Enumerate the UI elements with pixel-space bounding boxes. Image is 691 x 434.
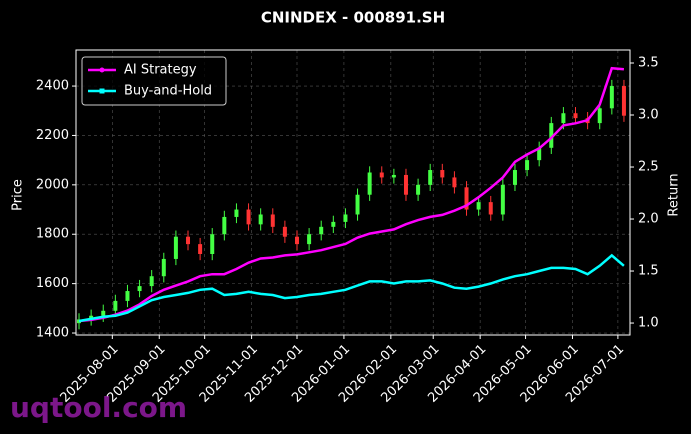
candle-body: [343, 214, 348, 222]
candle-body: [561, 113, 566, 124]
candle-body: [173, 236, 178, 259]
chart-title: CNINDEX - 000891.SH: [261, 9, 445, 27]
line-series: [78, 66, 625, 323]
candle-body: [549, 123, 554, 148]
watermark: uqtool.com: [10, 391, 187, 424]
candle-body: [270, 214, 275, 227]
legend-box: [81, 56, 227, 106]
y2-tick-label: 2.5: [638, 160, 659, 175]
y2-tick-label: 3.0: [638, 108, 659, 123]
candle-body: [149, 276, 154, 287]
candle-body: [113, 300, 118, 311]
candle-body: [609, 86, 614, 109]
candle-body: [186, 236, 191, 245]
candle-body: [294, 236, 299, 245]
candle-body: [488, 202, 493, 215]
candle-body: [319, 226, 324, 235]
candle-body: [512, 170, 517, 185]
candle-body: [367, 172, 372, 195]
candle-body: [137, 286, 142, 292]
candle-body: [416, 184, 421, 195]
candle-body: [597, 108, 602, 124]
y2-tick-label: 2.0: [638, 212, 659, 227]
y-tick-label: 1600: [36, 276, 69, 291]
y2-tick-label: 3.5: [638, 56, 659, 71]
legend-label: Buy-and-Hold: [124, 84, 212, 99]
candle-body: [246, 209, 251, 225]
candle-body: [258, 214, 263, 225]
candle-body: [125, 291, 130, 301]
candle-body: [282, 226, 287, 237]
candle-body: [234, 209, 239, 217]
plot-frame: [75, 49, 631, 336]
y2-axis-label: Return: [667, 173, 682, 216]
candle-body: [621, 86, 626, 116]
candle-body: [476, 202, 481, 210]
candle-body: [101, 310, 106, 316]
candle-body: [452, 177, 457, 188]
y-tick-label: 2000: [36, 177, 69, 192]
candle-body: [89, 315, 94, 320]
candle-body: [537, 147, 542, 161]
candle-body: [355, 194, 360, 215]
candle-body: [573, 113, 578, 119]
candle-body: [222, 216, 227, 235]
y-tick-label: 1400: [36, 326, 69, 341]
candle-body: [428, 170, 433, 185]
candle-body: [161, 258, 166, 277]
candle-body: [391, 174, 396, 178]
y-tick-label: 2400: [36, 79, 69, 94]
y2-tick-label: 1.5: [638, 264, 659, 279]
candle-body: [331, 221, 336, 227]
legend-label: AI Strategy: [124, 63, 197, 78]
candle-body: [440, 170, 445, 178]
line-series: [78, 253, 625, 323]
y-tick-label: 1800: [36, 227, 69, 242]
candle-body: [198, 244, 203, 254]
candle-body: [500, 184, 505, 215]
legend-marker: [99, 88, 105, 94]
legend-marker: [99, 67, 105, 73]
candle-body: [379, 172, 384, 178]
candle-body: [403, 174, 408, 195]
candle-body: [307, 234, 312, 245]
candle-body: [525, 160, 530, 171]
y2-tick-label: 1.0: [638, 316, 659, 331]
candle-body: [210, 234, 215, 254]
y-tick-label: 2200: [36, 128, 69, 143]
y-axis-label: Price: [11, 179, 26, 211]
candle-body: [464, 187, 469, 210]
